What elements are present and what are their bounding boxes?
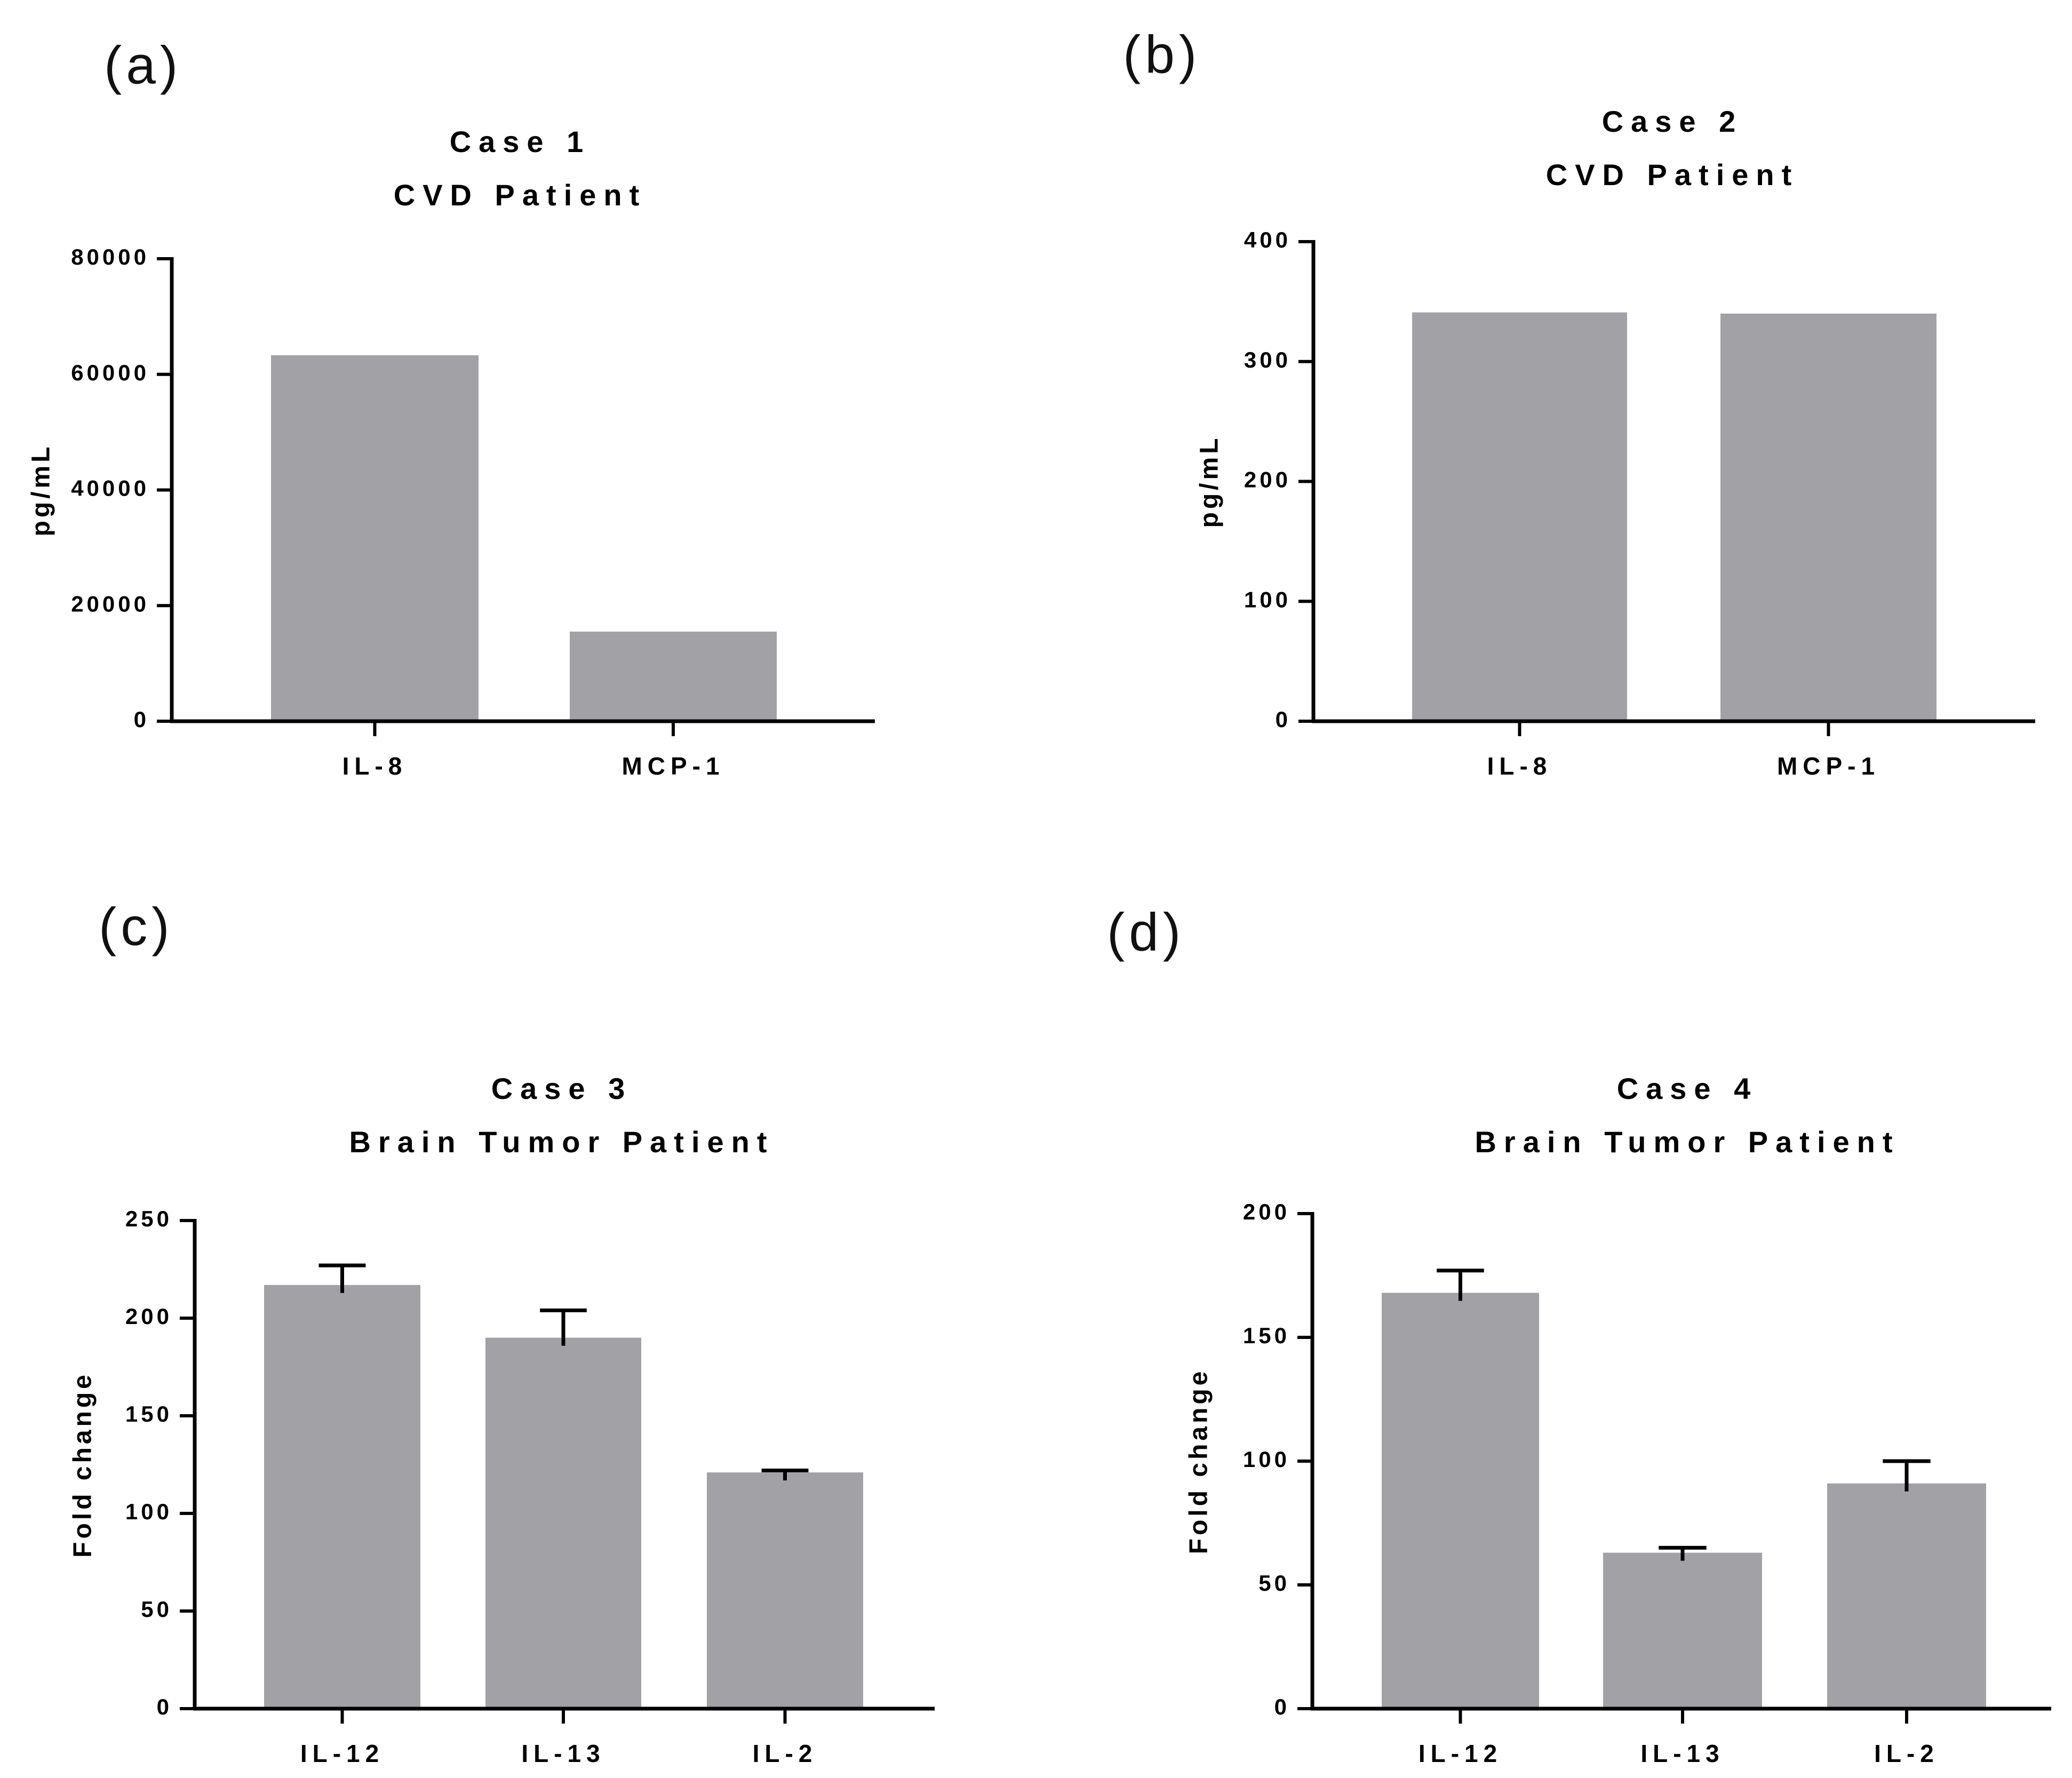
y-tick-label: 100: [1244, 587, 1291, 612]
panel-letter: (c): [99, 897, 174, 956]
x-tick-label-il-8: IL-8: [1487, 752, 1552, 780]
y-tick-label: 200: [1243, 1199, 1290, 1224]
x-tick-label-il-8: IL-8: [342, 752, 408, 780]
y-tick-label: 60000: [71, 360, 149, 385]
y-tick-label: 0: [1276, 707, 1291, 732]
x-tick-label-il-2: IL-2: [753, 1740, 818, 1767]
y-tick-label: 200: [1244, 467, 1291, 492]
bar-il-13: [1603, 1552, 1762, 1709]
y-tick-label: 150: [125, 1401, 172, 1426]
y-tick-label: 150: [1243, 1323, 1290, 1348]
error-bar-il-12: [318, 1263, 366, 1293]
error-bar-il-13: [1659, 1545, 1707, 1561]
bar-il-13: [485, 1337, 641, 1709]
chart-title-line-2: CVD Patient: [394, 178, 647, 212]
panel-letter: (b): [1123, 25, 1201, 84]
bar-il-2: [1827, 1483, 1986, 1709]
y-tick-label: 50: [1258, 1570, 1290, 1596]
y-tick-label: 100: [125, 1499, 172, 1524]
bar-il-8: [1412, 312, 1627, 721]
chart-title-line-2: Brain Tumor Patient: [1475, 1125, 1900, 1159]
error-bar-il-2: [761, 1468, 809, 1481]
chart-panel-1: (a) Case 1 CVD Patient pg/mL 0 20000 40000 6000…: [27, 35, 875, 780]
x-tick-label-il-13: IL-13: [1640, 1740, 1724, 1767]
y-tick-label: 0: [134, 707, 149, 732]
x-tick-label-il-2: IL-2: [1874, 1740, 1939, 1767]
bar-il-8: [271, 355, 479, 721]
x-tick-label-il-12: IL-12: [1418, 1740, 1502, 1767]
y-axis-label: Fold change: [1185, 1368, 1213, 1554]
x-tick-label-mcp-1: MCP-1: [621, 752, 724, 780]
y-tick-label: 400: [1244, 227, 1291, 252]
chart-title-line-1: Case 2: [1602, 105, 1743, 138]
y-tick-label: 100: [1243, 1447, 1290, 1472]
bar-il-2: [707, 1472, 863, 1709]
bar-il-12: [264, 1285, 420, 1709]
error-bar-il-2: [1883, 1459, 1931, 1492]
y-tick-label: 250: [125, 1206, 172, 1231]
bar-mcp-1: [570, 632, 777, 721]
chart-panel-3: (c) Case 3 Brain Tumor Patient Fold change 0…: [69, 897, 935, 1767]
y-tick-label: 20000: [71, 591, 149, 616]
chart-title-line-1: Case 3: [491, 1072, 633, 1105]
bar-mcp-1: [1720, 313, 1936, 721]
y-tick-label: 50: [141, 1597, 172, 1622]
y-tick-label: 40000: [71, 476, 149, 501]
y-tick-label: 200: [125, 1304, 172, 1329]
y-axis-label: pg/mL: [1196, 435, 1224, 528]
chart-title-line-1: Case 1: [450, 125, 591, 158]
error-bar-il-13: [540, 1308, 587, 1346]
x-tick-label-mcp-1: MCP-1: [1777, 752, 1880, 780]
chart-title-line-2: CVD Patient: [1546, 158, 1799, 192]
y-axis-label: pg/mL: [27, 444, 55, 537]
chart-panel-4: (d) Case 4 Brain Tumor Patient Fold change 0…: [1107, 902, 2051, 1767]
bar-il-12: [1382, 1293, 1539, 1709]
chart-title-line-2: Brain Tumor Patient: [349, 1125, 774, 1159]
panel-letter: (a): [104, 35, 182, 95]
x-tick-label-il-13: IL-13: [521, 1740, 605, 1767]
chart-panel-2: (b) Case 2 CVD Patient pg/mL 0 100 200 300 400 IL…: [1123, 25, 2035, 780]
y-tick-label: 0: [1274, 1694, 1290, 1719]
panel-letter: (d): [1107, 902, 1185, 962]
y-axis-label: Fold change: [69, 1372, 97, 1558]
chart-title-line-1: Case 4: [1617, 1072, 1758, 1105]
x-tick-label-il-12: IL-12: [300, 1740, 384, 1767]
error-bar-il-12: [1437, 1269, 1484, 1301]
y-tick-label: 300: [1244, 347, 1291, 372]
y-tick-label: 80000: [71, 244, 149, 269]
y-tick-label: 0: [157, 1694, 172, 1719]
